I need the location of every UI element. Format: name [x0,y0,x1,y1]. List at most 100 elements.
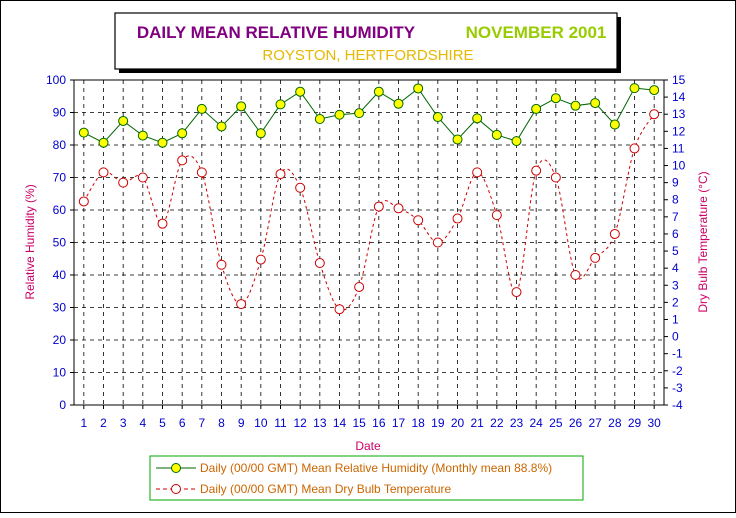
right-tick-label: 10 [672,159,686,173]
humidity-point [334,109,345,120]
left-tick-label: 60 [53,203,67,217]
humidity-point [373,86,384,97]
temperature-point [236,299,247,310]
x-tick-label: 20 [451,416,465,430]
x-tick-label: 12 [293,416,307,430]
humidity-point [550,93,561,104]
humidity-point [491,129,502,140]
x-tick-label: 8 [218,416,225,430]
legend-temperature-label: Daily (00/00 GMT) Mean Dry Bulb Temperat… [200,482,452,496]
x-tick-label: 11 [274,416,287,430]
humidity-point [255,128,266,139]
x-tick-label: 22 [490,416,504,430]
series-temperature [78,109,660,315]
left-tick-label: 100 [46,73,66,87]
temperature-point [472,167,483,178]
temperature-point [432,237,443,248]
right-tick-label: -4 [672,398,683,412]
humidity-point [118,115,129,126]
legend-humidity-label: Daily (00/00 GMT) Mean Relative Humidity… [200,461,552,475]
x-tick-label: 5 [159,416,166,430]
left-tick-label: 40 [53,268,67,282]
right-tick-label: 0 [672,330,679,344]
x-tick-label: 23 [510,416,524,430]
x-tick-label: 21 [470,416,484,430]
humidity-point [452,134,463,145]
temperature-point [275,169,286,180]
left-tick-label: 90 [53,106,67,120]
x-axis-label: Date [355,439,381,453]
right-tick-label: 9 [672,176,679,190]
left-tick-label: 20 [53,333,67,347]
right-tick-label: 4 [672,261,679,275]
left-tick-label: 50 [53,236,67,250]
temperature-point [491,210,502,221]
x-tick-label: 13 [313,416,327,430]
humidity-point [354,108,365,119]
x-tick-label: 15 [352,416,366,430]
right-tick-label: 2 [672,295,679,309]
chart-subtitle: ROYSTON, HERTFORDSHIRE [262,47,473,64]
x-tick-label: 2 [100,416,107,430]
x-tick-label: 27 [588,416,602,430]
humidity-point [393,98,404,109]
x-tick-label: 26 [569,416,583,430]
x-tick-label: 30 [647,416,661,430]
humidity-point [609,119,620,130]
humidity-point [196,103,207,114]
series-humidity [78,83,660,148]
humidity-point [295,86,306,97]
legend: Daily (00/00 GMT) Mean Relative Humidity… [149,455,584,501]
x-tick-label: 28 [608,416,622,430]
right-tick-label: -1 [672,347,683,361]
x-tick-label: 14 [333,416,347,430]
chart-title-month: NOVEMBER 2001 [466,23,607,42]
humidity-point [629,83,640,94]
temperature-point [373,201,384,212]
left-tick-label: 70 [53,171,67,185]
x-tick-label: 1 [80,416,87,430]
left-tick-label: 30 [53,301,67,315]
x-tick-label: 7 [198,416,205,430]
left-axis-ticks: 0 10 20 30 40 50 60 70 80 90 100 [46,73,74,412]
x-tick-label: 16 [372,416,386,430]
x-tick-label: 3 [120,416,127,430]
x-tick-label: 4 [139,416,146,430]
temperature-point [118,177,129,188]
humidity-point [137,130,148,141]
temperature-point [78,196,89,207]
right-tick-label: 11 [672,141,685,155]
grid [74,80,664,405]
temperature-point [137,172,148,183]
temperature-point [393,203,404,214]
right-tick-label: 6 [672,227,679,241]
humidity-point [531,103,542,114]
temperature-point [511,287,522,298]
x-axis-ticks: 1 2 3 4 5 6 7 8 9 10 11 12 13 14 15 16 17 18 19 20 21 22 23 24 2… [80,405,661,430]
temperature-point [354,281,365,292]
humidity-point [590,98,601,109]
right-tick-label: 13 [672,107,686,121]
humidity-point [570,100,581,111]
right-tick-label: -2 [672,364,683,378]
x-tick-label: 29 [628,416,642,430]
temperature-point [216,259,227,270]
humidity-point [216,121,227,132]
temperature-point [531,165,542,176]
x-tick-label: 9 [238,416,245,430]
temperature-point [649,109,660,120]
right-tick-label: 12 [672,124,686,138]
right-tick-label: -3 [672,381,683,395]
right-tick-label: 1 [672,312,679,326]
x-tick-label: 17 [392,416,406,430]
humidity-point [78,127,89,138]
humidity-point [275,99,286,110]
right-tick-label: 14 [672,90,686,104]
x-tick-label: 19 [431,416,445,430]
legend-humidity-marker [171,463,181,473]
temperature-point [295,182,306,193]
